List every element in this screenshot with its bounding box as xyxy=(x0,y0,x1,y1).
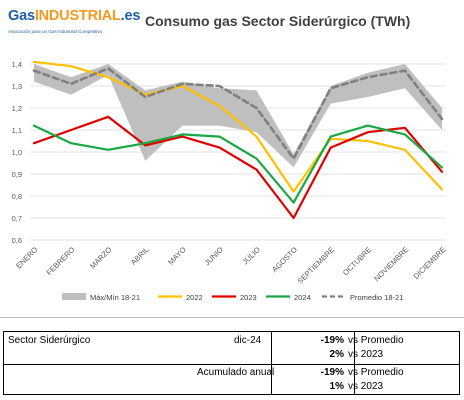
y-tick-label: 1,4 xyxy=(12,60,22,69)
y-tick-label: 1,3 xyxy=(12,82,22,91)
legend: Máx/Mín 18-21 2022 2023 2024 Promedio 18-21 xyxy=(62,293,403,302)
chart-title: Consumo gas Sector Siderúrgico (TWh) xyxy=(145,13,411,29)
logo-tagline: Asociación para un Gas Industrial Compet… xyxy=(8,29,103,34)
table-divider xyxy=(271,332,272,394)
x-tick-label: NOVIEMBRE xyxy=(372,245,410,283)
y-tick-label: 0,6 xyxy=(12,236,22,245)
summary-table: Sector Siderúrgico dic-24 Acumulado anua… xyxy=(3,331,460,395)
table-divider xyxy=(354,332,355,394)
logo-word-gas: Gas xyxy=(8,8,35,24)
table-sector-label: Sector Siderúrgico xyxy=(8,335,91,346)
gasindustrial-logo: GasINDUSTRIAL.es Asociación para un Gas … xyxy=(6,8,140,48)
x-tick-label: JULIO xyxy=(241,245,263,267)
table-pct-month-prev: 2% xyxy=(329,349,344,360)
x-tick-label: JUNIO xyxy=(203,245,225,267)
table-ref-cum-prev: vs 2023 xyxy=(348,381,384,392)
logo-word-industrial: INDUSTRIAL xyxy=(34,8,121,24)
legend-2022-label: 2022 xyxy=(186,293,203,302)
x-tick-label: OCTUBRE xyxy=(341,245,373,277)
x-tick-label: AGOSTO xyxy=(270,245,299,274)
y-tick-label: 0,7 xyxy=(12,214,22,223)
x-tick-label: MARZO xyxy=(88,245,114,271)
table-period: dic-24 xyxy=(234,335,262,346)
legend-2024-label: 2024 xyxy=(294,293,311,302)
x-tick-label: DICIEMBRE xyxy=(412,245,448,281)
legend-m-x-m-n-18-21-swatch xyxy=(62,293,86,300)
table-ref-cum-avg: vs Promedio xyxy=(348,367,404,378)
legend-promedio-18-21-label: Promedio 18-21 xyxy=(350,293,403,302)
x-tick-label: ENERO xyxy=(14,245,39,270)
series-line-2022 xyxy=(32,60,444,193)
series-line-2023 xyxy=(32,115,444,220)
logo-wordmark: GasINDUSTRIAL.es xyxy=(8,8,140,24)
logo-word-es: .es xyxy=(120,8,141,24)
x-tick-label: ABRIL xyxy=(129,245,151,267)
x-tick-label: MAYO xyxy=(166,245,188,267)
table-pct-cum-prev: 1% xyxy=(329,381,344,392)
section-divider xyxy=(0,317,464,318)
x-tick-label: FEBRERO xyxy=(44,245,76,277)
table-ref-month-avg: vs Promedio xyxy=(348,335,404,346)
y-tick-label: 1,0 xyxy=(12,148,22,157)
y-tick-label: 0,9 xyxy=(12,170,22,179)
table-pct-cum-avg: -19% xyxy=(320,367,344,378)
table-row-divider xyxy=(4,364,459,365)
line-chart: 0,6 0,7 0,8 0,9 1,0 1,1 1,2 1,3 1,4 ENERO FEBRERO M… xyxy=(12,60,448,302)
x-tick-label: SEPTIEMBRE xyxy=(296,245,337,286)
y-tick-label: 1,2 xyxy=(12,104,22,113)
y-tick-label: 1,1 xyxy=(12,126,22,135)
table-cumulative-label: Acumulado anual xyxy=(197,367,275,378)
table-pct-month-avg: -19% xyxy=(320,335,344,346)
legend-m-x-m-n-18-21-label: Máx/Mín 18-21 xyxy=(90,293,140,302)
table-ref-month-prev: vs 2023 xyxy=(348,349,384,360)
legend-2023-label: 2023 xyxy=(240,293,257,302)
y-tick-label: 0,8 xyxy=(12,192,22,201)
series-layer xyxy=(32,60,444,220)
series-line-promedio-18-21 xyxy=(32,67,444,160)
series-line-2024 xyxy=(32,124,444,204)
